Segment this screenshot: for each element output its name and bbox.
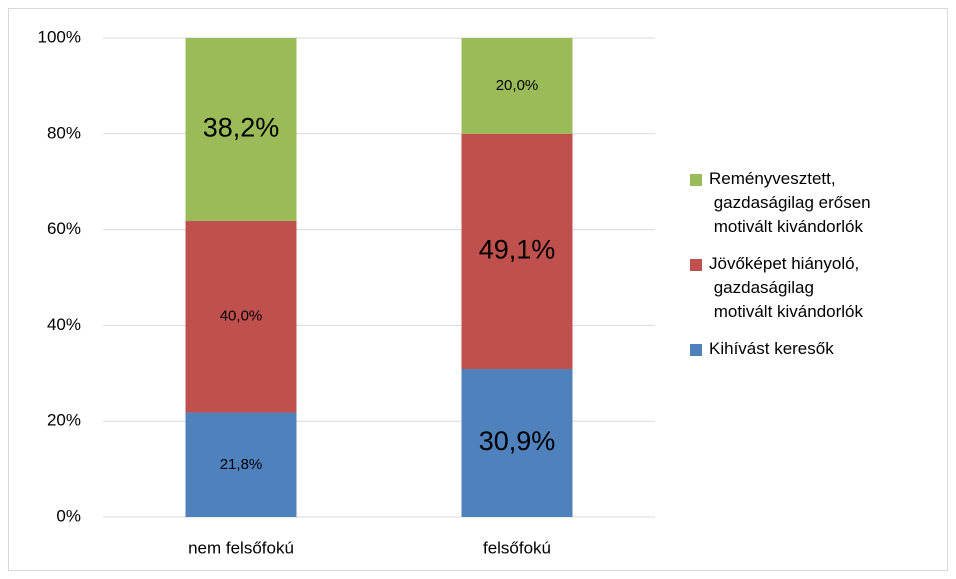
bar-segment <box>185 412 297 517</box>
y-tick-label: 0% <box>56 506 81 525</box>
data-label: 21,8% <box>220 456 263 473</box>
bar-segment <box>461 368 573 517</box>
data-label: 49,1% <box>479 235 556 265</box>
bar-segment <box>461 38 573 134</box>
y-tick-label: 80% <box>47 123 81 142</box>
legend-swatch <box>690 174 702 186</box>
x-tick-label: felsőfokú <box>483 538 551 557</box>
legend-label: Jövőképet hiányoló, gazdaságilag motivál… <box>709 254 864 321</box>
bar-segment <box>185 38 297 221</box>
data-label: 30,9% <box>479 426 556 456</box>
y-tick-label: 60% <box>47 219 81 238</box>
legend-swatch <box>690 259 702 271</box>
x-tick-label: nem felsőfokú <box>188 538 294 557</box>
data-label: 38,2% <box>203 113 280 143</box>
legend-label: Kihívást keresők <box>709 339 834 358</box>
y-tick-label: 20% <box>47 411 81 430</box>
y-tick-label: 40% <box>47 315 81 334</box>
data-label: 20,0% <box>496 77 539 94</box>
legend-label: Reményvesztett, gazdaságilag erősen moti… <box>709 169 871 236</box>
bar-segment <box>185 220 297 413</box>
y-tick-label: 100% <box>38 27 81 46</box>
legend-swatch <box>690 344 702 356</box>
bar-segment <box>461 133 573 369</box>
data-label: 40,0% <box>220 308 263 325</box>
